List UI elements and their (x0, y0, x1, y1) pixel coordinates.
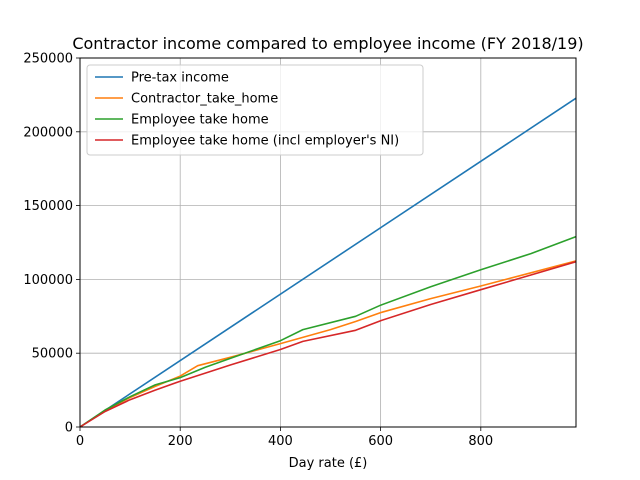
series-lines (79, 97, 577, 428)
y-tick-label: 150000 (23, 199, 73, 214)
legend-entry-label: Employee take home (131, 113, 269, 128)
legend-box (86, 64, 424, 156)
y-tick-label: 250000 (23, 52, 73, 67)
plot-frame (79, 57, 577, 428)
series-line-3 (79, 260, 577, 428)
x-axis: 0 200 400 600 800 (76, 427, 493, 449)
x-tick-label: 600 (368, 434, 393, 449)
series-line-2 (79, 235, 577, 428)
legend-entry-label: Contractor_take_home (131, 92, 278, 107)
x-tick-label: 0 (76, 434, 84, 449)
y-axis: 0 50000 100000 150000 200000 250000 (23, 52, 80, 436)
y-tick-label: 100000 (23, 273, 73, 288)
series-line-1 (79, 260, 577, 428)
legend-entry-label: Pre-tax income (131, 71, 229, 86)
y-tick-label: 0 (65, 421, 73, 436)
x-tick-label: 400 (268, 434, 293, 449)
legend-entry-label: Employee take home (incl employer's NI) (131, 134, 399, 149)
x-tick-label: 800 (468, 434, 493, 449)
y-tick-label: 50000 (32, 347, 73, 362)
legend: Pre-tax income Contractor_take_home Employ… (86, 64, 424, 156)
chart-title: Contractor income compared to employee i… (72, 34, 583, 53)
y-tick-label: 200000 (23, 125, 73, 140)
x-tick-label: 200 (168, 434, 193, 449)
series-line-0 (79, 97, 577, 428)
x-axis-label: Day rate (£) (289, 456, 368, 471)
